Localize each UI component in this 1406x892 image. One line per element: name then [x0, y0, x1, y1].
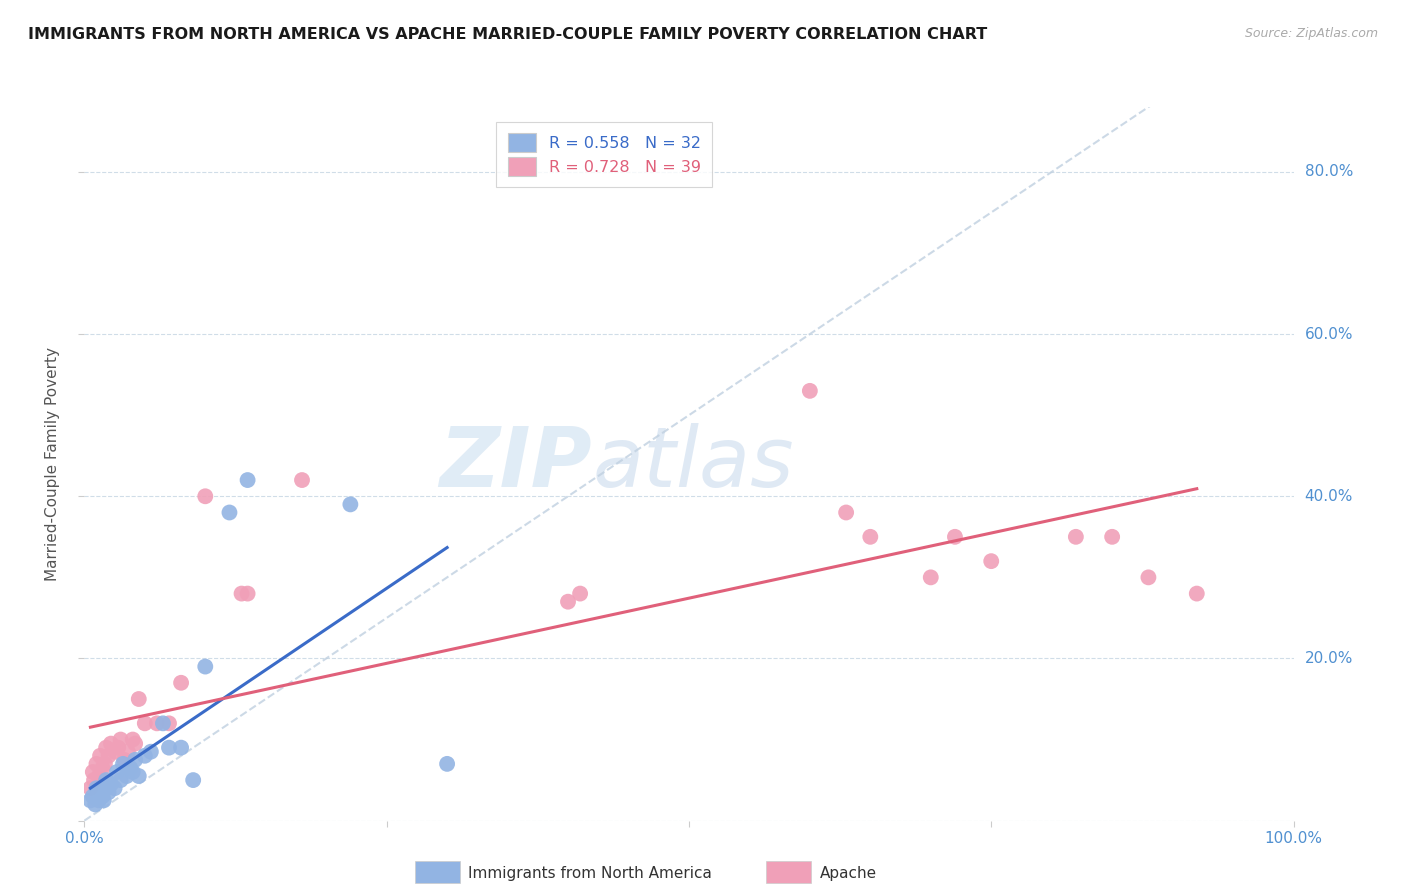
Text: ZIP: ZIP [440, 424, 592, 504]
Text: 20.0%: 20.0% [1305, 651, 1353, 666]
Point [134, 716, 156, 731]
Point [339, 497, 361, 511]
Point [124, 753, 146, 767]
Point [89, 785, 111, 799]
Point [94, 756, 117, 771]
Point [152, 716, 174, 731]
Point [128, 692, 150, 706]
Point [115, 769, 138, 783]
Text: Immigrants from North America: Immigrants from North America [468, 866, 711, 880]
Point [120, 761, 142, 775]
Point [87, 793, 110, 807]
Point [93, 793, 115, 807]
Point [157, 740, 180, 755]
Point [121, 764, 143, 779]
Point [170, 675, 193, 690]
Point [920, 570, 942, 584]
Point [79, 781, 101, 796]
Point [94, 781, 117, 796]
Point [82, 789, 104, 804]
Point [181, 773, 204, 788]
Point [84, 797, 107, 812]
Point [100, 777, 122, 791]
Point [146, 716, 169, 731]
Point [569, 586, 592, 600]
Point [194, 659, 217, 673]
Point [980, 554, 1002, 568]
Point [89, 748, 111, 763]
Point [87, 769, 110, 783]
Point [231, 586, 253, 600]
Point [117, 745, 139, 759]
Point [82, 764, 104, 779]
Point [170, 740, 193, 755]
Point [134, 748, 156, 763]
Point [97, 785, 120, 799]
Point [557, 595, 579, 609]
Point [799, 384, 821, 398]
Point [291, 473, 314, 487]
Point [83, 773, 105, 788]
Text: 80.0%: 80.0% [1305, 164, 1353, 179]
Text: 60.0%: 60.0% [1305, 326, 1353, 342]
Point [436, 756, 458, 771]
Point [110, 773, 132, 788]
Point [1064, 530, 1087, 544]
Point [79, 793, 101, 807]
Point [128, 769, 150, 783]
Point [835, 506, 858, 520]
Text: atlas: atlas [592, 424, 794, 504]
Point [1185, 586, 1208, 600]
Point [94, 740, 117, 755]
Point [139, 745, 162, 759]
Point [121, 732, 143, 747]
Point [112, 756, 135, 771]
Text: IMMIGRANTS FROM NORTH AMERICA VS APACHE MARRIED-COUPLE FAMILY POVERTY CORRELATIO: IMMIGRANTS FROM NORTH AMERICA VS APACHE … [28, 27, 987, 42]
Point [97, 748, 120, 763]
Point [157, 716, 180, 731]
Text: 40.0%: 40.0% [1305, 489, 1353, 504]
Point [104, 781, 127, 796]
Y-axis label: Married-Couple Family Poverty: Married-Couple Family Poverty [45, 347, 60, 581]
Point [105, 764, 128, 779]
Point [107, 740, 129, 755]
Point [218, 506, 240, 520]
Point [1101, 530, 1123, 544]
Point [1137, 570, 1160, 584]
Point [91, 761, 114, 775]
Point [100, 737, 122, 751]
Point [86, 756, 108, 771]
Point [236, 473, 259, 487]
Point [859, 530, 882, 544]
Point [236, 586, 259, 600]
Point [86, 781, 108, 796]
Point [104, 745, 127, 759]
Point [112, 753, 135, 767]
Point [91, 789, 114, 804]
Point [94, 773, 117, 788]
Point [943, 530, 966, 544]
Point [194, 489, 217, 503]
Legend: R = 0.558   N = 32, R = 0.728   N = 39: R = 0.558 N = 32, R = 0.728 N = 39 [496, 122, 713, 187]
Text: Source: ZipAtlas.com: Source: ZipAtlas.com [1244, 27, 1378, 40]
Point [124, 737, 146, 751]
Point [110, 732, 132, 747]
Text: Apache: Apache [820, 866, 877, 880]
